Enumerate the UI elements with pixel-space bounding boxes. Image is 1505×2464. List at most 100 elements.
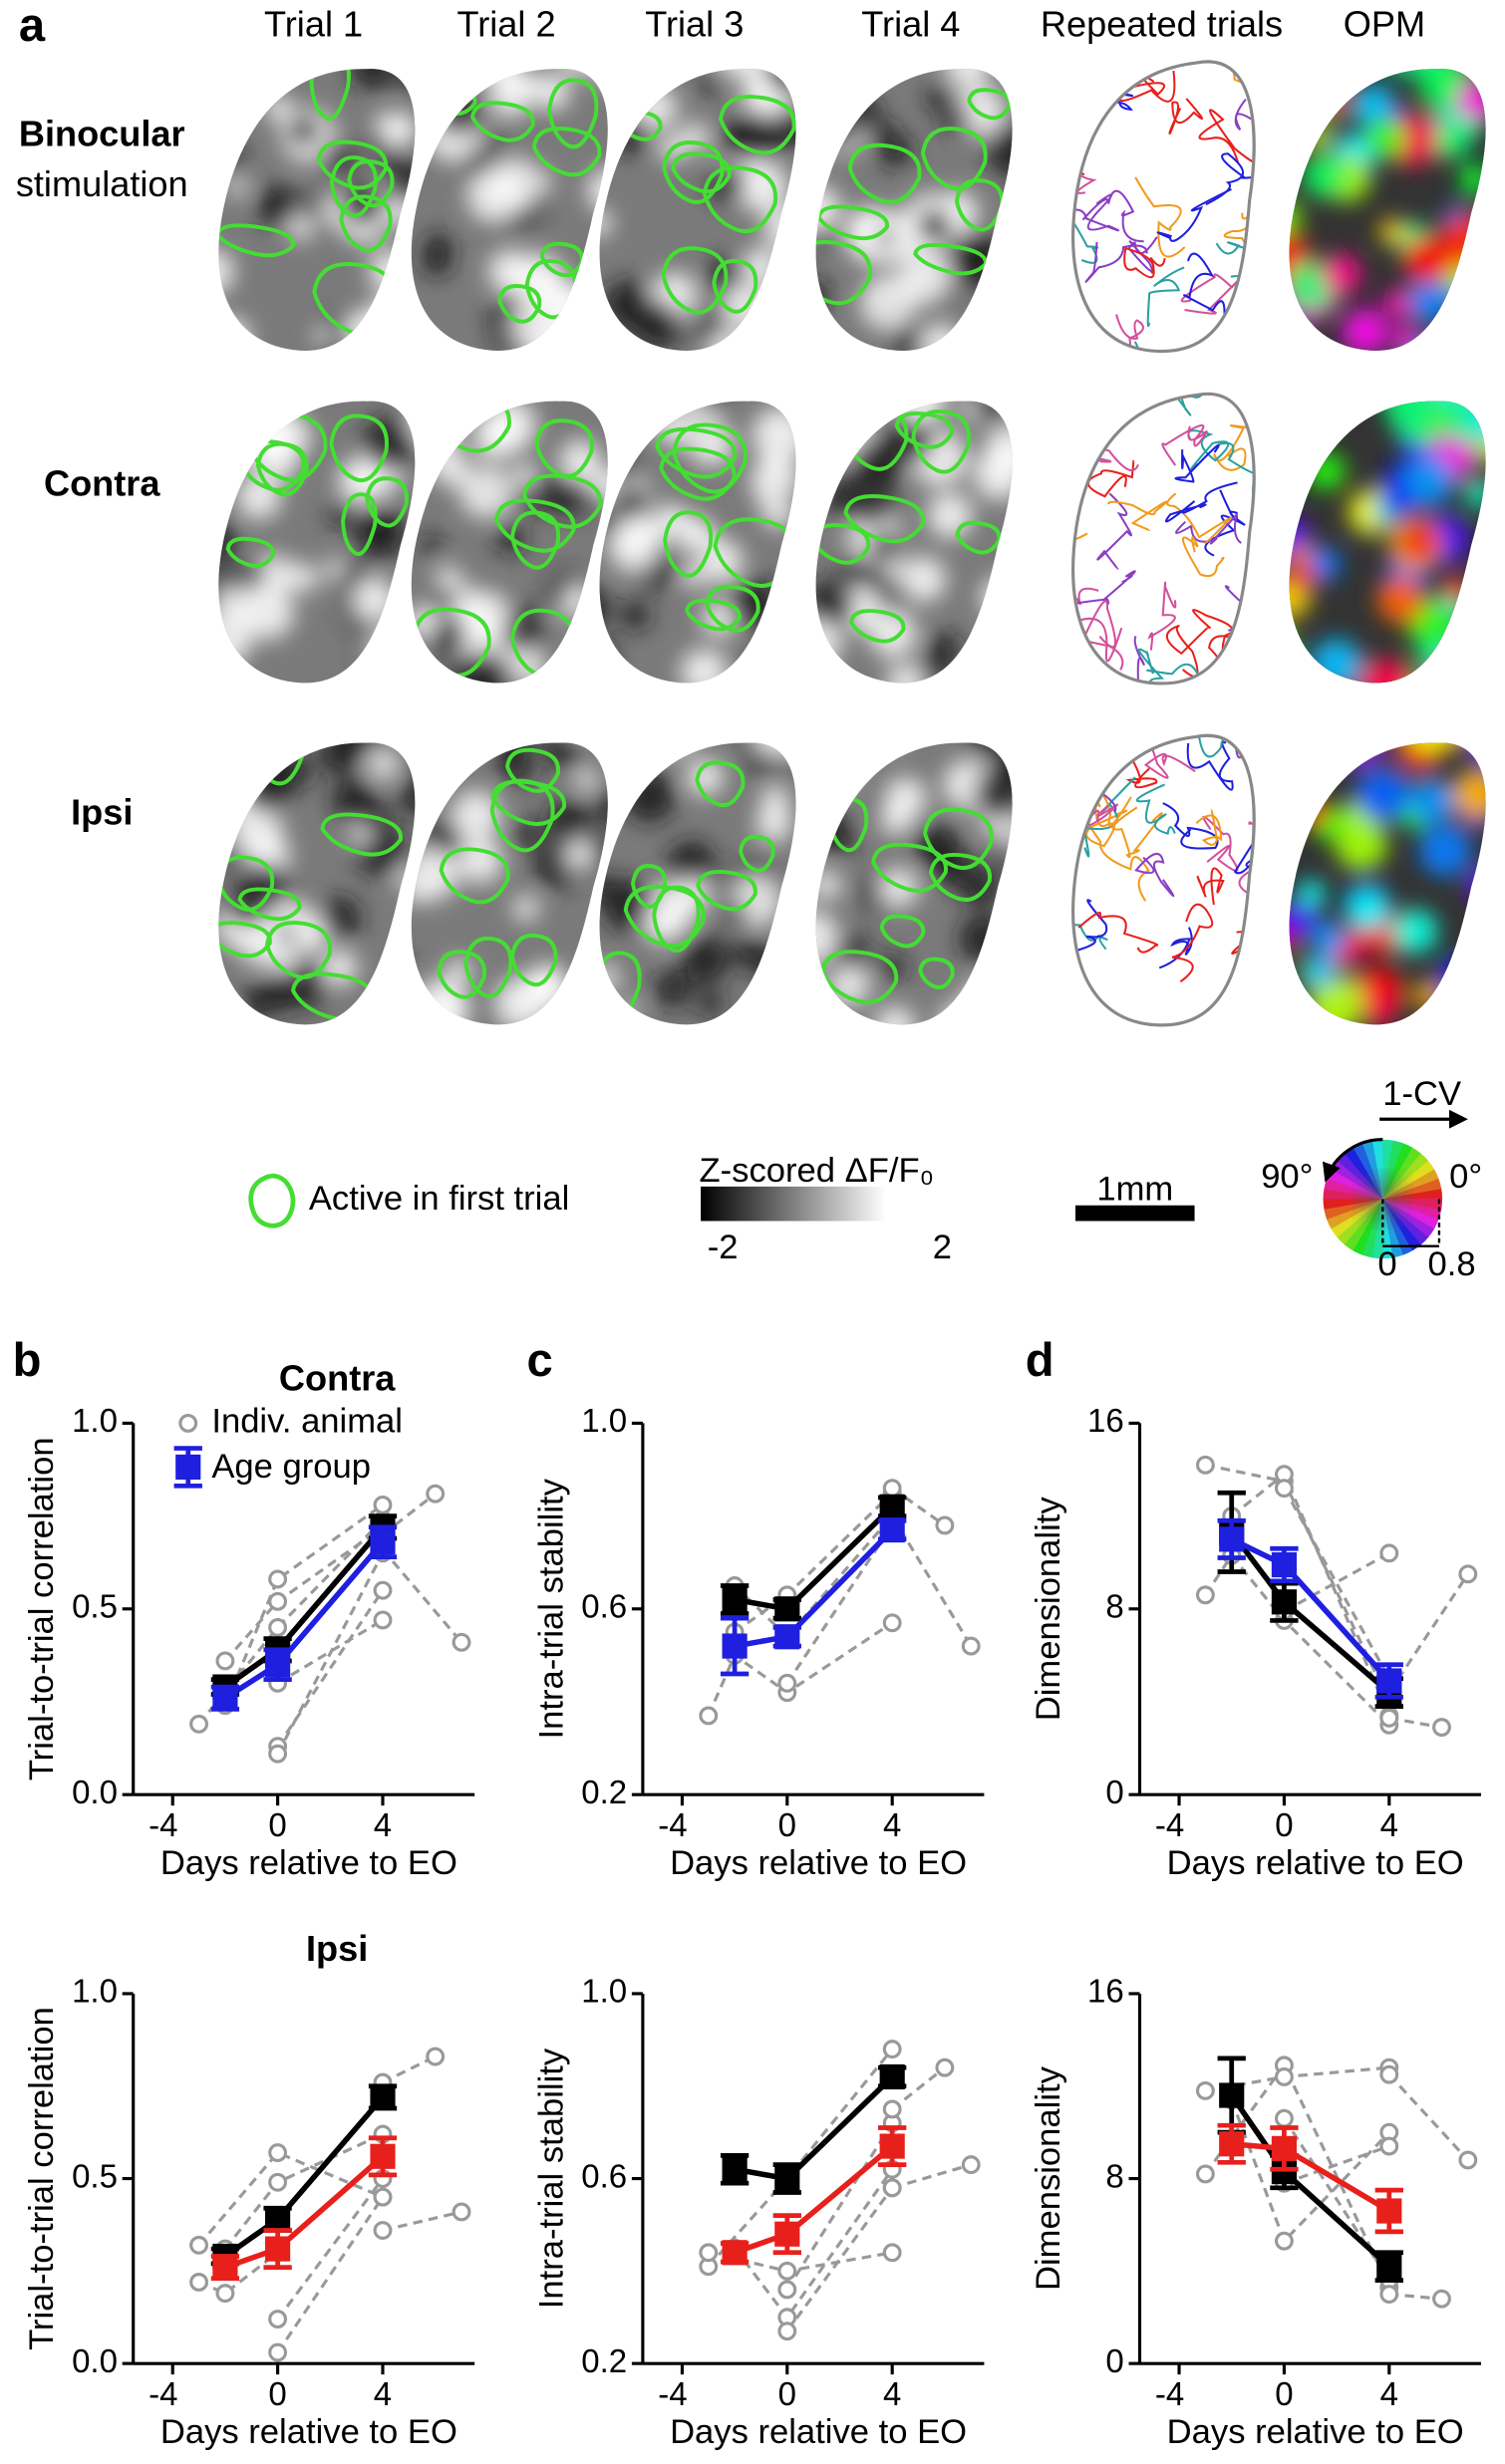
animal-point [452,1632,471,1652]
group-marker [1376,2198,1402,2224]
trial-contour [1015,252,1067,289]
map-spot [241,724,268,735]
trial-contour [1123,246,1166,279]
map-spot [425,232,453,261]
map-spot [610,724,649,763]
map [1275,50,1496,363]
map-image [204,50,425,363]
trial-contour [1174,443,1220,483]
map-image [801,383,1023,695]
contour [509,933,558,987]
x-tick-label: -4 [1155,1806,1184,1843]
map-spot [608,519,661,572]
map-spot [760,454,779,474]
map-spot [829,80,865,116]
animal-point [215,2284,235,2304]
chart-title: Contra [279,1357,396,1398]
map-spot [882,724,906,747]
animal-line [1204,1552,1390,1727]
map-spot [288,563,318,593]
group-line [1229,1530,1391,1695]
y-tick-label: 1.0 [72,1402,118,1439]
map-spot [656,503,685,532]
map-spot [366,129,386,148]
wheel-tick: 0.8 [1427,1245,1475,1283]
animal-point [882,2040,902,2059]
map-spot [362,416,418,472]
contour [695,760,746,808]
trial-contour [1183,252,1226,330]
map [1275,383,1496,695]
animal-point [1458,2150,1478,2170]
trial-contour [1107,500,1168,532]
group-marker [370,1529,396,1555]
map-outline [1071,733,1256,1027]
animal-point [1458,1564,1478,1584]
animal-line [1387,2073,1469,2162]
contour [208,921,272,958]
y-tick-label: 0.5 [72,2157,118,2194]
trial-contour [1147,581,1177,651]
animal-point [189,2273,209,2292]
panel-label: c [527,1333,553,1386]
map-spot [892,588,912,608]
map [1015,60,1256,354]
animal-line [381,1548,463,1644]
map-spot [204,1003,235,1033]
contour [672,422,748,494]
map-spot [1288,563,1317,591]
trial-contour [1186,740,1234,791]
contour [928,853,992,903]
map-spot [421,534,443,557]
contour [871,842,948,893]
contour [955,520,1002,555]
y-axis-label: Dimensionality [1030,2065,1067,2291]
group-marker [722,1633,748,1659]
map-spot [620,601,650,631]
animal-point [268,1617,288,1637]
map-spot [1312,921,1346,956]
map-spot [599,724,653,754]
trial-contour [1165,624,1209,678]
map-spot [535,344,560,363]
animal-point [1274,2231,1294,2251]
y-tick-label: 16 [1087,1402,1124,1439]
contour [215,223,296,258]
group-line [734,2143,894,2256]
x-axis-label: Days relative to EO [1167,1844,1464,1882]
row-label: Binocular [19,114,185,154]
map-spot [1409,779,1455,824]
contour [320,812,403,857]
contour [510,510,561,570]
contour [811,523,871,565]
map-spot [1419,824,1472,877]
animal-point [882,1613,902,1633]
animal-point [1379,2136,1399,2156]
column-title: Trial 2 [456,3,555,44]
map-spot [497,603,547,653]
map-image [1275,50,1496,363]
trial-contour [1101,314,1144,352]
map-spot [1403,454,1455,506]
map-spot [489,157,542,210]
map [585,724,805,1037]
chart-title: Ipsi [306,1928,368,1969]
contour [339,194,393,253]
group-marker [212,1685,238,1711]
group-marker [370,2084,396,2110]
trial-contour [1195,809,1223,846]
map [801,724,1023,1037]
row-label: Ipsi [71,792,133,833]
map-image [204,724,425,1037]
y-tick-label: 0.0 [72,2342,118,2379]
trial-contour [1196,867,1225,906]
wheel-tick: 0 [1377,1245,1396,1283]
y-axis-label: Intra-trial stability [532,1478,570,1739]
map-spot [288,216,313,241]
map-spot [794,65,805,88]
contour [347,159,395,208]
legend-label: Age group [211,1448,371,1486]
map-spot [878,133,913,167]
y-axis-label: Trial-to-trial correlation [23,2007,61,2350]
column-title: Trial 3 [645,3,744,44]
